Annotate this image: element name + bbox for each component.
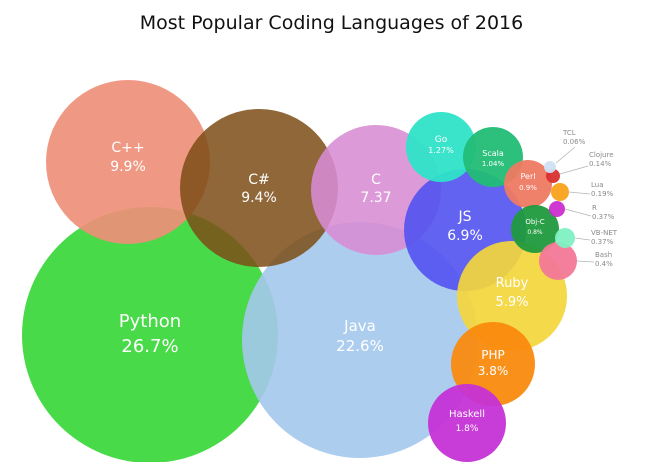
leader-line-bash [576, 260, 595, 263]
bubble-label-haskell: Haskell [449, 409, 485, 420]
bubble-label-js: JS [457, 209, 471, 225]
bubble-label-scala: Scala [482, 149, 504, 158]
bubble-value-clojure: 0.14% [589, 160, 612, 168]
leader-line-vb-net [574, 237, 591, 241]
leader-line-lua [568, 191, 591, 195]
bubble-perl [504, 160, 552, 208]
chart-title: Most Popular Coding Languages of 2016 [139, 12, 524, 34]
leader-line-clojure [559, 165, 589, 175]
bubble-value-ruby: 5.9% [495, 295, 528, 310]
bubble-label-python: Python [119, 311, 181, 332]
bubble-go [406, 112, 476, 182]
bubble-label-c: C++ [111, 140, 144, 156]
bubble-value-tcl: 0.06% [563, 138, 586, 146]
bubble-label-tcl: TCL [562, 129, 576, 137]
bubble-value-perl: 0.9% [519, 184, 537, 192]
bubble-value-python: 26.7% [121, 336, 178, 357]
bubble-value-php: 3.8% [478, 364, 509, 378]
bubble-label-obj-c: Obj-C [525, 218, 544, 226]
bubble-tcl [544, 161, 556, 173]
bubble-label-lua: Lua [591, 181, 604, 189]
bubble-label-clojure: Clojure [589, 151, 614, 159]
bubble-value-haskell: 1.8% [456, 424, 479, 434]
bubble-value-bash: 0.4% [595, 260, 613, 268]
bubble-value-lua: 0.19% [591, 190, 614, 198]
bubble-label-php: PHP [481, 348, 505, 362]
bubble-label-bash: Bash [595, 251, 612, 259]
bubble-bash [539, 242, 577, 280]
bubble-value-c: 9.4% [241, 190, 277, 206]
leader-line-r [564, 208, 592, 217]
bubble-lua [551, 183, 569, 201]
bubble-value-scala: 1.04% [482, 160, 505, 168]
bubble-value-go: 1.27% [428, 146, 454, 155]
bubble-value-vb-net: 0.37% [591, 238, 614, 246]
bubble-label-go: Go [435, 135, 448, 145]
bubble-label-c: C [371, 172, 381, 188]
bubble-java [242, 222, 478, 458]
bubble-value-js: 6.9% [447, 228, 483, 244]
bubble-r [549, 201, 565, 217]
leader-line-tcl [555, 146, 576, 164]
bubble-value-c: 7.37 [360, 190, 391, 206]
bubble-label-ruby: Ruby [496, 276, 529, 291]
bubble-label-r: R [592, 204, 597, 212]
bubble-c [180, 109, 338, 267]
bubble-label-vb-net: VB-NET [591, 229, 618, 237]
bubble-label-perl: Perl [521, 172, 536, 181]
bubble-value-java: 22.6% [336, 337, 384, 355]
bubble-label-java: Java [343, 317, 376, 335]
bubble-value-obj-c: 0.8% [527, 229, 543, 236]
bubble-haskell [428, 384, 506, 462]
bubble-value-r: 0.37% [592, 213, 615, 221]
bubble-python [22, 207, 278, 462]
bubble-label-c: C# [248, 172, 270, 188]
bubble-vb-net [555, 228, 575, 248]
bubble-value-c: 9.9% [110, 159, 146, 175]
bubble-c [46, 80, 210, 244]
bubble-obj-c [511, 205, 559, 253]
